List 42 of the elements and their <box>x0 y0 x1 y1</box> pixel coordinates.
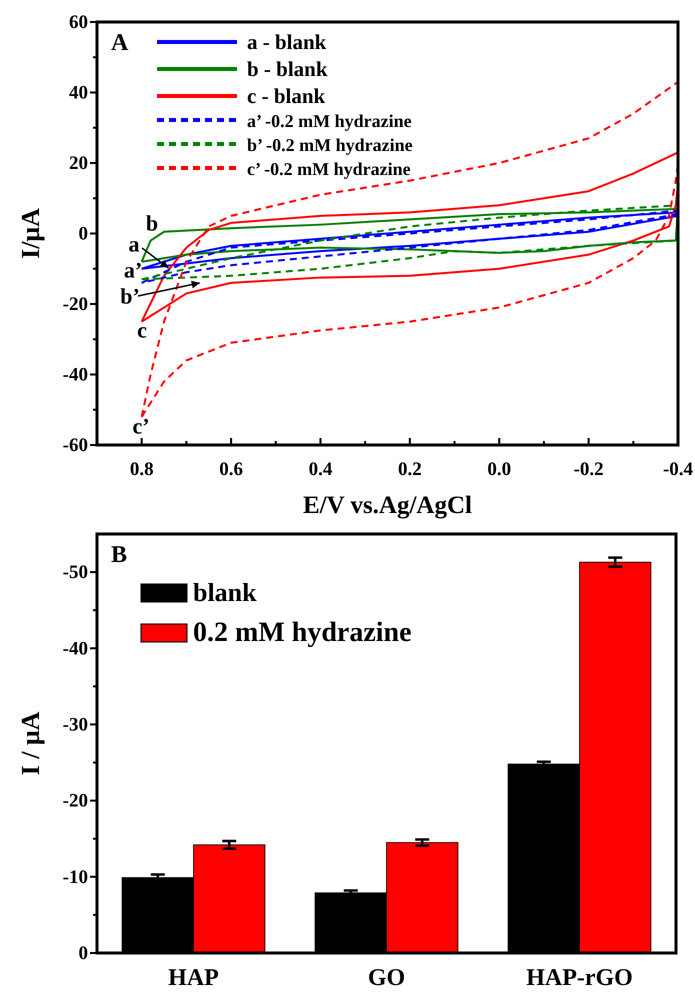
y-tick-label: -40 <box>62 638 88 660</box>
legend-label: b - blank <box>247 57 328 81</box>
x-tick-label: 0.6 <box>219 458 243 480</box>
x-tick-label: 0.4 <box>308 458 333 480</box>
annotation: b <box>146 210 158 236</box>
y-tick-label: 0 <box>78 224 88 245</box>
y-tick-label: -60 <box>62 435 88 456</box>
annotation: c’ <box>132 414 150 439</box>
y-axis-title: I / μA <box>16 711 45 776</box>
y-tick-label: 20 <box>69 153 88 174</box>
annotation: a <box>128 232 140 257</box>
x-tick-label: HAP <box>168 964 219 991</box>
legend-label: a’ -0.2 mM hydrazine <box>247 111 412 131</box>
y-tick-label: -20 <box>62 294 88 316</box>
y-axis-title: I/μA <box>16 208 45 259</box>
y-tick-label: 0 <box>78 943 88 964</box>
y-tick-label: -20 <box>62 790 88 812</box>
y-tick-label: 60 <box>69 12 88 34</box>
y-tick-label: -10 <box>62 866 88 888</box>
chart-title: A <box>111 30 129 56</box>
y-tick-label: 40 <box>69 82 88 104</box>
x-tick-label: -0.4 <box>662 458 694 480</box>
legend-label: c’ -0.2 mM hydrazine <box>247 159 411 179</box>
x-tick-label: 0.2 <box>398 458 422 480</box>
x-tick-label: 0.0 <box>487 458 512 480</box>
legend-label: b’ -0.2 mM hydrazine <box>247 135 413 155</box>
annotation: a’ <box>124 258 142 283</box>
legend-label: a - blank <box>247 30 327 54</box>
annotation: b’ <box>120 284 140 309</box>
y-tick-label: -30 <box>62 714 88 736</box>
x-tick-label: -0.2 <box>574 458 604 480</box>
x-axis-title: E/V vs.Ag/AgCl <box>302 492 472 519</box>
x-tick-label: GO <box>368 964 406 991</box>
legend-label: 0.2 mM hydrazine <box>193 617 412 648</box>
chart-title: B <box>111 542 128 568</box>
legend-label: c - blank <box>247 84 326 108</box>
legend-label: blank <box>193 578 258 607</box>
x-tick-label: HAP-rGO <box>526 964 633 991</box>
x-tick-label: 0.8 <box>130 458 154 480</box>
y-tick-label: -50 <box>62 562 88 584</box>
y-tick-label: -40 <box>62 364 88 386</box>
annotation: c <box>137 318 148 343</box>
